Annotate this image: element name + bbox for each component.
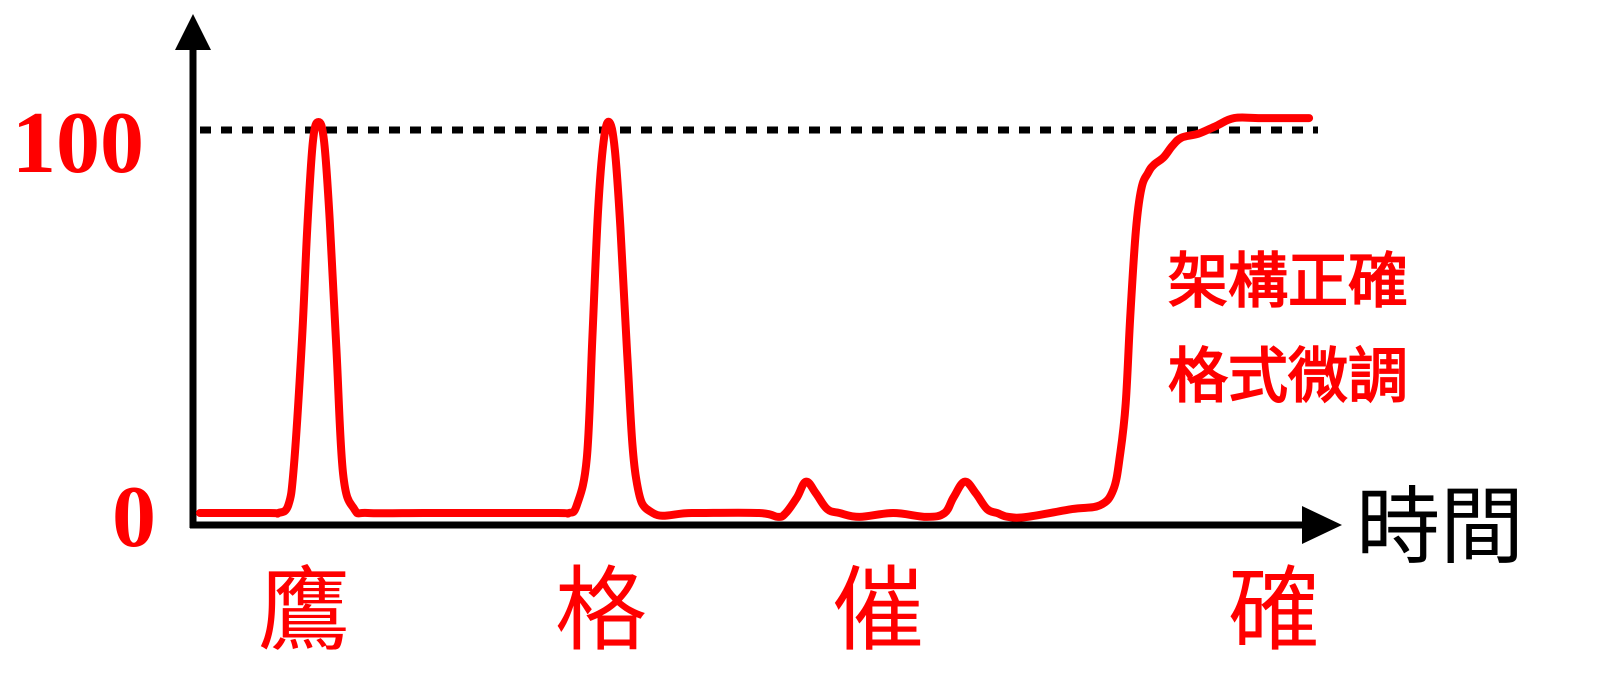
category-label: 鷹 bbox=[258, 557, 350, 664]
y-axis-arrow bbox=[175, 14, 211, 50]
category-label: 格 bbox=[555, 557, 647, 664]
x-axis-title: 時間 bbox=[1356, 478, 1524, 576]
y-tick-label-100: 100 bbox=[12, 95, 144, 192]
series-line bbox=[196, 113, 1314, 522]
x-axis-arrow bbox=[1302, 506, 1342, 544]
y-tick-label-0: 0 bbox=[112, 469, 156, 566]
category-label: 確 bbox=[1228, 557, 1320, 664]
annotation-line-2: 格式微調 bbox=[1168, 342, 1408, 412]
annotation-line-1: 架構正確 bbox=[1168, 247, 1408, 317]
category-label: 催 bbox=[832, 557, 924, 664]
